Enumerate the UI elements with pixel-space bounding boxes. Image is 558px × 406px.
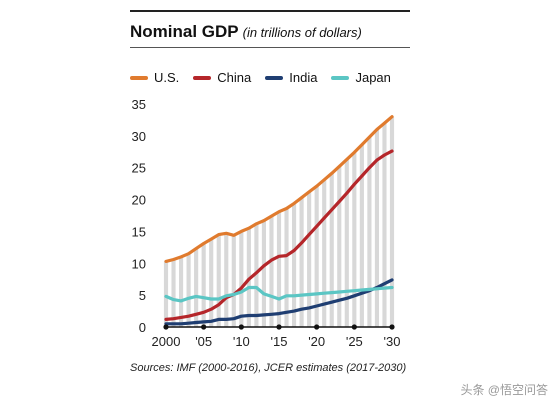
chart-title: Nominal GDP (in trillions of dollars) [130,22,362,42]
x-axis-marker [314,324,320,330]
background-bar [329,173,334,327]
y-tick-label: 20 [132,193,146,208]
series-line [164,149,394,321]
background-bar [382,123,387,327]
background-bar [359,144,364,327]
legend-entry: U.S. [130,70,179,85]
background-bar [224,233,229,327]
y-tick-label: 10 [132,256,146,271]
background-bar [201,243,206,327]
y-tick-label: 5 [139,288,146,303]
background-bar [269,216,274,327]
chart-subtitle: (in trillions of dollars) [242,25,362,40]
background-bar [344,159,349,327]
series-line [164,278,394,326]
x-axis-marker [389,324,395,330]
background-bar [307,191,312,327]
x-axis-marker [351,324,357,330]
legend-swatch [265,75,284,80]
background-bar [186,253,191,327]
background-bar [276,211,282,327]
legend-label: U.S. [154,70,180,85]
y-tick-label: 25 [132,161,146,176]
legend-swatch [331,75,350,80]
x-axis-marker [201,324,207,330]
y-tick-label: 35 [132,97,146,112]
x-tick-label: '25 [346,334,363,349]
background-bar [163,261,169,327]
chart-legend: U.S. China India Japan [130,70,391,85]
x-axis-marker [238,324,244,330]
background-bar [291,203,297,327]
legend-label: China [217,70,252,85]
background-bar [178,256,184,327]
legend-entry: China [193,70,251,85]
y-tick-label: 0 [139,320,146,335]
x-tick-label: '05 [195,334,212,349]
background-bar [239,231,244,327]
watermark: 头条 @悟空问答 [460,383,548,397]
background-bar [209,239,214,327]
legend-entry: Japan [331,70,391,85]
background-bar [231,235,236,327]
background-bar [352,152,357,327]
x-axis-marker [163,324,169,330]
x-tick-label: '20 [308,334,325,349]
legend-swatch [193,75,212,80]
chart-source-note: Sources: IMF (2000-2016), JCER estimates… [130,362,407,374]
background-bar [284,208,289,327]
background-bar [299,197,304,327]
background-bar [261,220,267,327]
title-divider [130,47,410,48]
background-bar [194,248,199,327]
y-tick-label: 15 [132,224,146,239]
legend-entry: India [265,70,317,85]
chart-title-text: Nominal GDP [130,22,239,41]
background-bar [171,259,176,327]
background-bar [254,223,259,327]
background-bar [314,186,319,327]
series-line [164,285,394,303]
y-tick-label: 30 [132,129,146,144]
series-line [164,115,394,263]
legend-label: Japan [355,70,391,85]
x-tick-label: 2000 [152,334,181,349]
background-bar [367,137,372,327]
legend-label: India [289,70,318,85]
background-bar [374,129,380,327]
x-tick-label: '30 [384,334,401,349]
top-rule [130,10,410,12]
background-bar [216,234,221,327]
x-axis-marker [276,324,282,330]
background-bar [337,166,342,327]
x-tick-label: '15 [271,334,288,349]
background-bar [322,179,327,327]
background-bar [389,116,395,327]
legend-swatch [130,75,148,80]
x-tick-label: '10 [233,334,250,349]
